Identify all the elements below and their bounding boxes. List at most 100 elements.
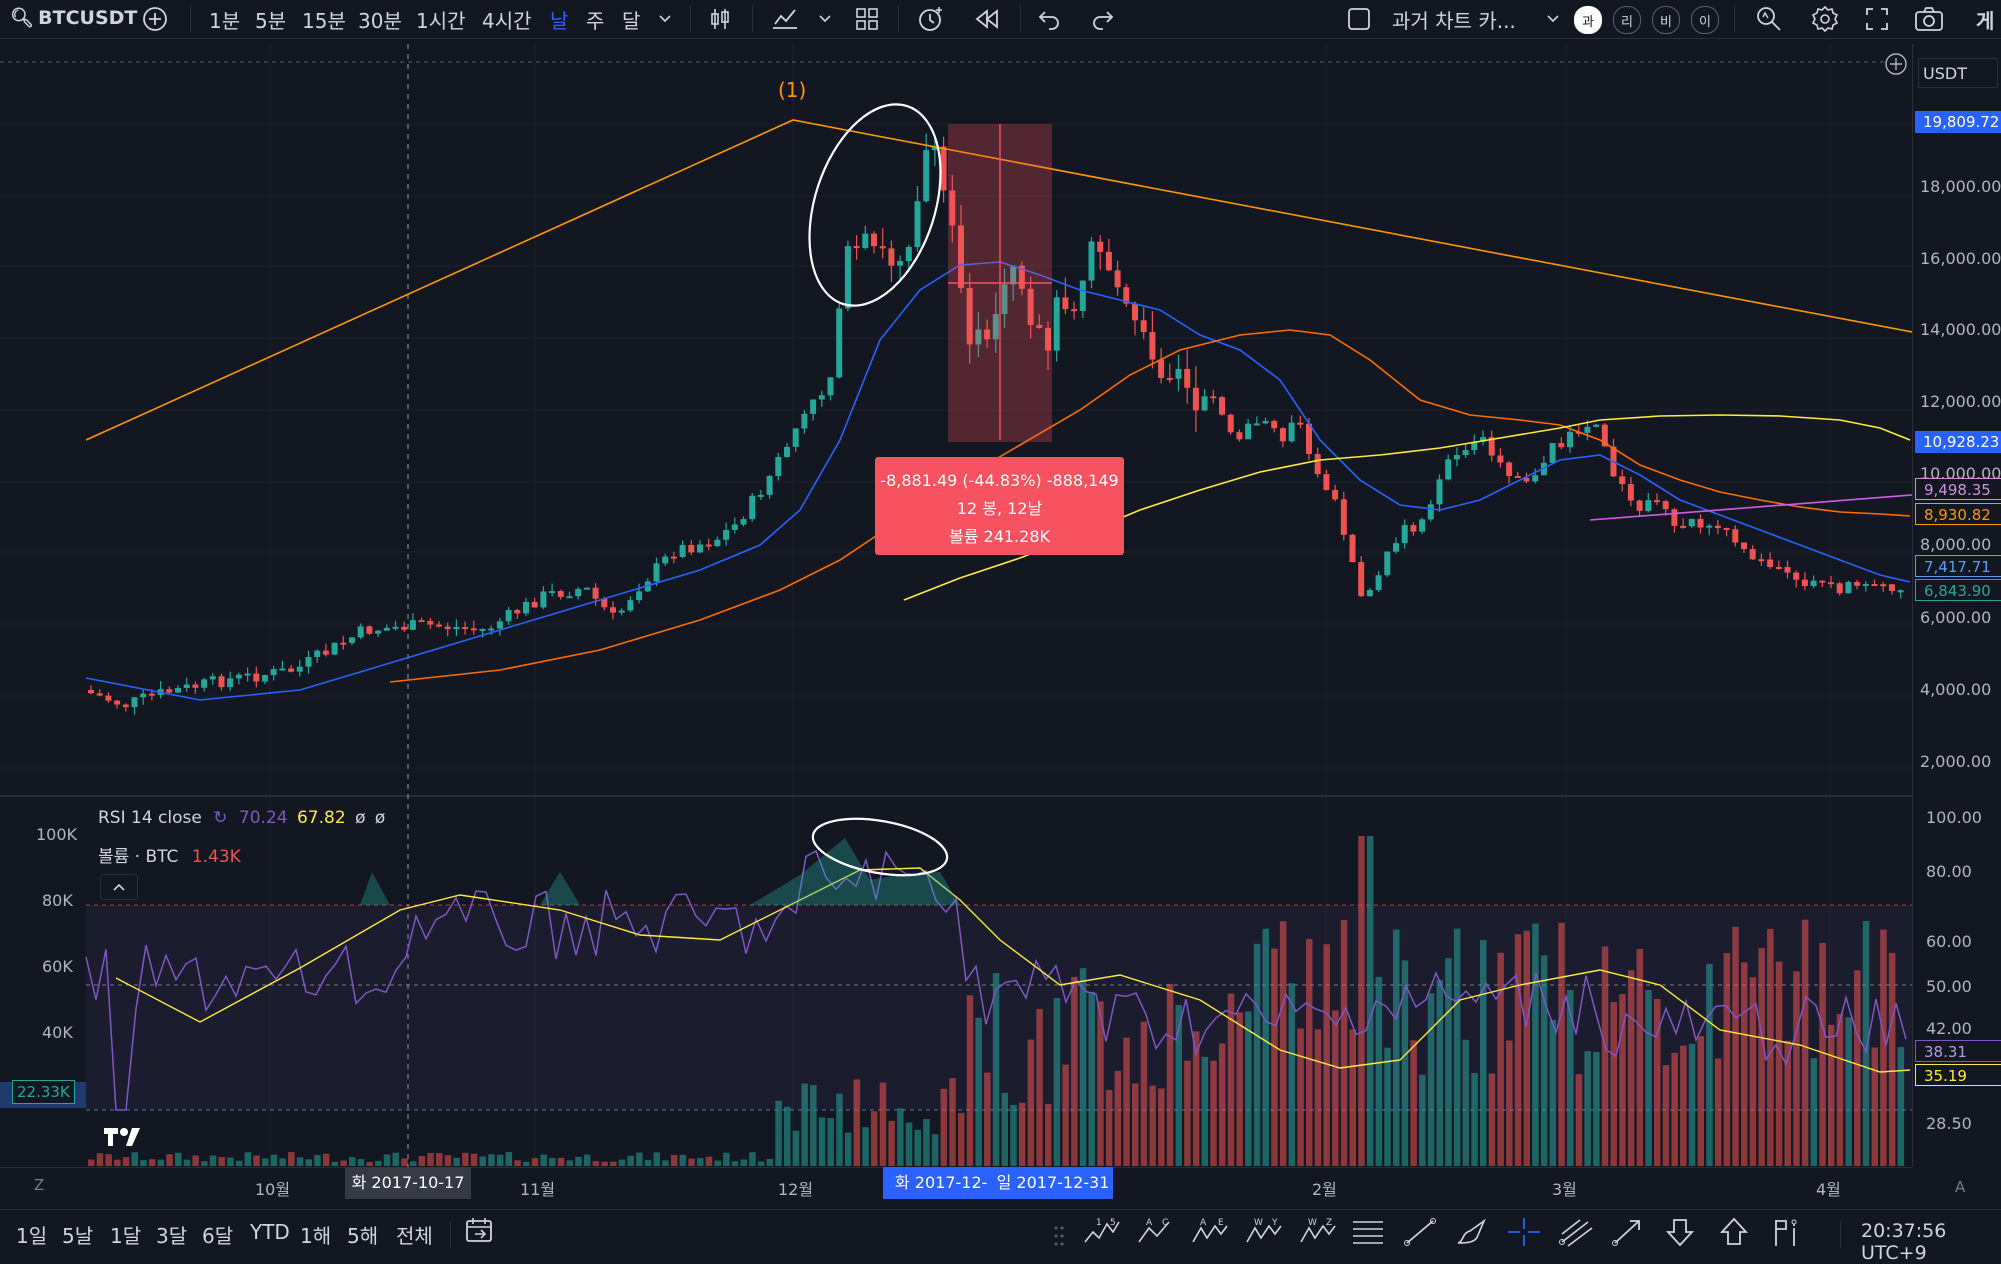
replay-label[interactable]: 과거 차트 카... <box>1392 9 1516 33</box>
volume-bar <box>1079 968 1087 1166</box>
volume-bar <box>1758 948 1765 1166</box>
arrow-tool-icon[interactable] <box>1610 1216 1646 1248</box>
indicators-icon[interactable] <box>770 4 800 34</box>
currency-select[interactable]: USDT <box>1918 58 1998 88</box>
interval-30m[interactable]: 30분 <box>358 9 402 33</box>
volume-bar <box>914 1129 921 1166</box>
volume-bar <box>1480 939 1487 1166</box>
range-1d[interactable]: 1일 <box>16 1224 48 1248</box>
candle-body <box>757 494 764 497</box>
scale-btn-1[interactable]: 과 <box>1574 6 1602 34</box>
fullscreen-icon[interactable] <box>1862 4 1892 34</box>
interval-4h[interactable]: 4시간 <box>482 9 532 33</box>
auto-scale-toggle[interactable]: A <box>1955 1178 1966 1196</box>
rsi-overbought-fill <box>360 838 960 905</box>
chart-canvas[interactable] <box>0 44 1912 1167</box>
chevron-down-icon[interactable] <box>810 4 840 34</box>
volume-bar <box>1784 1040 1791 1166</box>
replay-icon[interactable] <box>972 4 1002 34</box>
scale-btn-4[interactable]: 이 <box>1691 6 1719 34</box>
interval-week[interactable]: 주 <box>586 9 605 33</box>
arrow-up-icon[interactable] <box>1716 1216 1752 1248</box>
volume-bar <box>218 1157 225 1166</box>
volume-bar <box>349 1157 356 1166</box>
volume-bar <box>531 1158 539 1166</box>
ema-slow-line <box>389 329 1911 683</box>
range-1y[interactable]: 1해 <box>300 1224 332 1248</box>
range-5d[interactable]: 5날 <box>62 1224 94 1248</box>
crosshair-icon[interactable] <box>1506 1216 1542 1248</box>
trend-line-icon[interactable] <box>1402 1216 1438 1248</box>
interval-5m[interactable]: 5분 <box>255 9 287 33</box>
interval-month[interactable]: 달 <box>622 9 641 33</box>
volume-bar <box>1149 1085 1156 1166</box>
settings-gear-icon[interactable] <box>1810 4 1840 34</box>
volume-bar <box>488 1154 495 1166</box>
collapse-legend-button[interactable] <box>100 874 138 900</box>
brush-icon[interactable] <box>1454 1216 1490 1248</box>
checkbox-icon[interactable] <box>1344 4 1374 34</box>
interval-day[interactable]: 날 <box>550 9 569 33</box>
candle-body <box>1854 582 1861 586</box>
volume-legend[interactable]: 볼륨 · BTC 1.43K <box>98 842 241 867</box>
layout-grid-icon[interactable] <box>852 4 882 34</box>
clock[interactable]: 20:37:56 UTC+9 <box>1861 1220 1947 1264</box>
volume-bar <box>1045 1103 1052 1166</box>
camera-icon[interactable] <box>1914 4 1944 34</box>
range-6m[interactable]: 6달 <box>202 1224 234 1248</box>
volume-tick: 100K <box>36 825 78 844</box>
goto-date-icon[interactable] <box>464 1216 500 1248</box>
candle-body <box>1149 332 1156 360</box>
alert-clock-icon[interactable] <box>916 4 946 34</box>
svg-text:1: 1 <box>1096 1218 1102 1228</box>
volume-bar <box>583 1154 591 1166</box>
candle-body <box>818 395 825 400</box>
rsi-legend[interactable]: RSI 14 close ↻ 70.24 67.82 ø ø <box>98 808 385 828</box>
price-scale[interactable] <box>1912 44 2001 1167</box>
publish-button[interactable]: 게 <box>1976 9 1995 33</box>
redo-icon[interactable] <box>1088 4 1118 34</box>
volume-bar <box>1810 1058 1818 1166</box>
range-3m[interactable]: 3달 <box>156 1224 188 1248</box>
volume-bar <box>288 1152 295 1166</box>
volume-bar <box>1088 991 1095 1166</box>
range-1m[interactable]: 1달 <box>110 1224 142 1248</box>
pitchfork-icon[interactable] <box>1558 1216 1594 1248</box>
compare-add-icon[interactable] <box>140 4 170 34</box>
volume-bar <box>1358 836 1365 1166</box>
candle-body <box>305 657 312 667</box>
volume-bar <box>723 1152 730 1166</box>
interval-15m[interactable]: 15분 <box>302 9 346 33</box>
range-all[interactable]: 전체 <box>396 1224 433 1248</box>
undo-icon[interactable] <box>1034 4 1064 34</box>
volume-bar <box>1010 1104 1017 1166</box>
interval-1m[interactable]: 1분 <box>209 9 241 33</box>
candle-type-icon[interactable] <box>705 4 735 34</box>
price-tick: 8,000.00 <box>1920 535 1992 554</box>
symbol-search[interactable]: 🔍︎ BTCUSDT <box>6 6 137 29</box>
z-label[interactable]: Z <box>34 1176 45 1194</box>
flag-icon[interactable] <box>1770 1216 1806 1248</box>
chevron-up-icon <box>113 883 125 891</box>
scale-btn-3[interactable]: 비 <box>1652 6 1680 34</box>
drag-handle-icon[interactable] <box>1052 1222 1066 1254</box>
chevron-down-icon[interactable] <box>650 4 680 34</box>
quick-search-icon[interactable] <box>1754 4 1784 34</box>
range-ytd[interactable]: YTD <box>250 1220 290 1244</box>
volume-bar <box>1871 1047 1878 1166</box>
scale-btn-2[interactable]: 리 <box>1613 6 1641 34</box>
chevron-down-icon[interactable] <box>1538 4 1568 34</box>
add-plus-icon[interactable] <box>1884 52 1908 80</box>
candle-body <box>1862 584 1869 587</box>
fib-retracement-icon[interactable] <box>1350 1216 1386 1248</box>
volume-bar <box>1506 1040 1513 1166</box>
arrow-down-icon[interactable] <box>1662 1216 1698 1248</box>
range-5y[interactable]: 5해 <box>347 1224 379 1248</box>
candle-body <box>488 628 495 631</box>
interval-1h[interactable]: 1시간 <box>416 9 466 33</box>
